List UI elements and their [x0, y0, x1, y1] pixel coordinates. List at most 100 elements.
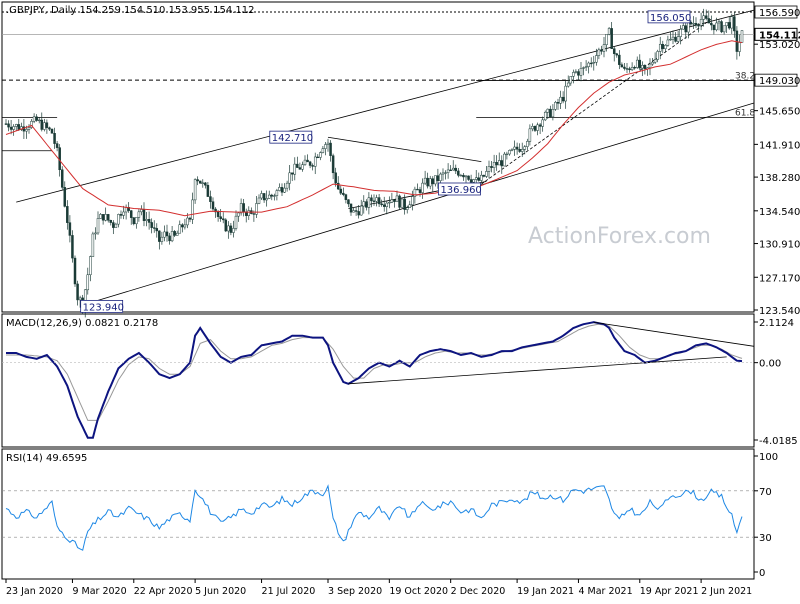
candle-body [117, 214, 120, 225]
date-tick-label: 23 Jan 2020 [6, 586, 63, 597]
candle-body [546, 108, 550, 113]
candle-body [628, 68, 631, 71]
rsi-tick-label: 30 [759, 533, 772, 544]
candle-body [523, 146, 527, 150]
price-candles [4, 8, 744, 318]
candle-body [413, 188, 417, 197]
date-tick-label: 19 Jan 2021 [517, 586, 574, 597]
price-tick-label: 153.020 [759, 40, 800, 51]
candle-body [275, 190, 279, 196]
fib-label: 38.2 [735, 71, 755, 81]
candle-body [411, 196, 414, 206]
candle-body [653, 59, 657, 63]
candle-body [385, 202, 389, 207]
candle-body [543, 111, 547, 121]
candle-body [257, 197, 261, 204]
candle-body [403, 198, 406, 210]
candle-body [712, 24, 716, 31]
candle-body [14, 124, 18, 127]
candle-body [89, 256, 92, 276]
candle-body [165, 231, 169, 237]
candle-body [137, 211, 141, 218]
candle-body [500, 160, 504, 167]
candle-body [561, 96, 565, 102]
candle-body [68, 222, 72, 236]
candle-body [528, 128, 532, 142]
candle-body [531, 126, 534, 130]
candle-body [733, 16, 736, 32]
date-tick-label: 9 Mar 2020 [72, 586, 126, 597]
moving-average [5, 40, 743, 217]
candle-body [155, 228, 159, 232]
candle-body [382, 204, 386, 207]
candle-body [641, 64, 644, 69]
candle-body [467, 175, 470, 180]
candle-body [104, 214, 107, 221]
candle-body [221, 218, 225, 221]
candle-body [579, 68, 583, 76]
candle-body [541, 119, 544, 127]
candle-body [170, 231, 174, 242]
candle-body [643, 64, 647, 69]
price-tick-label: 123.540 [759, 306, 800, 317]
candle-body [30, 121, 33, 128]
candle-body [160, 236, 164, 242]
candle-body [163, 231, 166, 238]
price-annotations: 123.940 142.710 136.960 156.050 [80, 10, 691, 313]
candle-body [618, 54, 621, 65]
candle-body [362, 201, 366, 207]
candle-body [99, 214, 102, 219]
date-tick-label: 4 Mar 2021 [578, 586, 632, 597]
candle-body [702, 15, 705, 20]
candle-body [349, 203, 353, 213]
channel-upper-line [16, 9, 755, 203]
candle-body [600, 49, 603, 52]
price-level-box [754, 5, 798, 19]
candle-body [339, 188, 343, 194]
candle-body [490, 166, 493, 168]
candle-body [359, 205, 363, 216]
candle-body [336, 182, 340, 190]
macd-support-line [348, 356, 727, 385]
candle-body [658, 43, 662, 52]
candle-body [25, 129, 28, 132]
candle-body [37, 119, 41, 122]
candle-body [400, 198, 404, 208]
candle-body [91, 233, 95, 257]
candle-body [428, 178, 432, 187]
candle-body [515, 146, 519, 150]
candle-body [193, 179, 197, 201]
candle-body [699, 19, 703, 26]
price-tick-label: 134.540 [759, 207, 800, 218]
candle-body [725, 22, 728, 27]
candle-body [638, 59, 642, 69]
candle-body [556, 102, 560, 104]
candle-body [188, 217, 192, 220]
candle-body [533, 126, 537, 131]
candle-body [158, 230, 161, 242]
candle-body [288, 172, 291, 184]
candle-body [577, 71, 580, 76]
candle-body [296, 163, 299, 168]
price-tick-label: 149.030 [759, 76, 800, 87]
candle-body [710, 22, 713, 26]
candle-body [582, 67, 585, 69]
price-tick-label: 127.170 [759, 273, 800, 284]
candle-body [260, 193, 263, 199]
candle-body [73, 257, 77, 285]
candle-body [482, 174, 486, 177]
candle-body [370, 197, 373, 202]
rsi-panel-frame [1, 448, 755, 580]
candle-body [416, 188, 419, 191]
candle-body [398, 195, 401, 208]
candle-body [676, 36, 680, 42]
candle-body [469, 179, 473, 183]
candle-body [301, 164, 304, 170]
candle-body [393, 199, 396, 202]
price-tick-label: 141.910 [759, 140, 800, 151]
candle-body [40, 119, 44, 130]
rsi-line [5, 484, 743, 551]
candle-body [106, 214, 110, 221]
candle-body [518, 149, 521, 152]
candle-body [423, 177, 427, 184]
